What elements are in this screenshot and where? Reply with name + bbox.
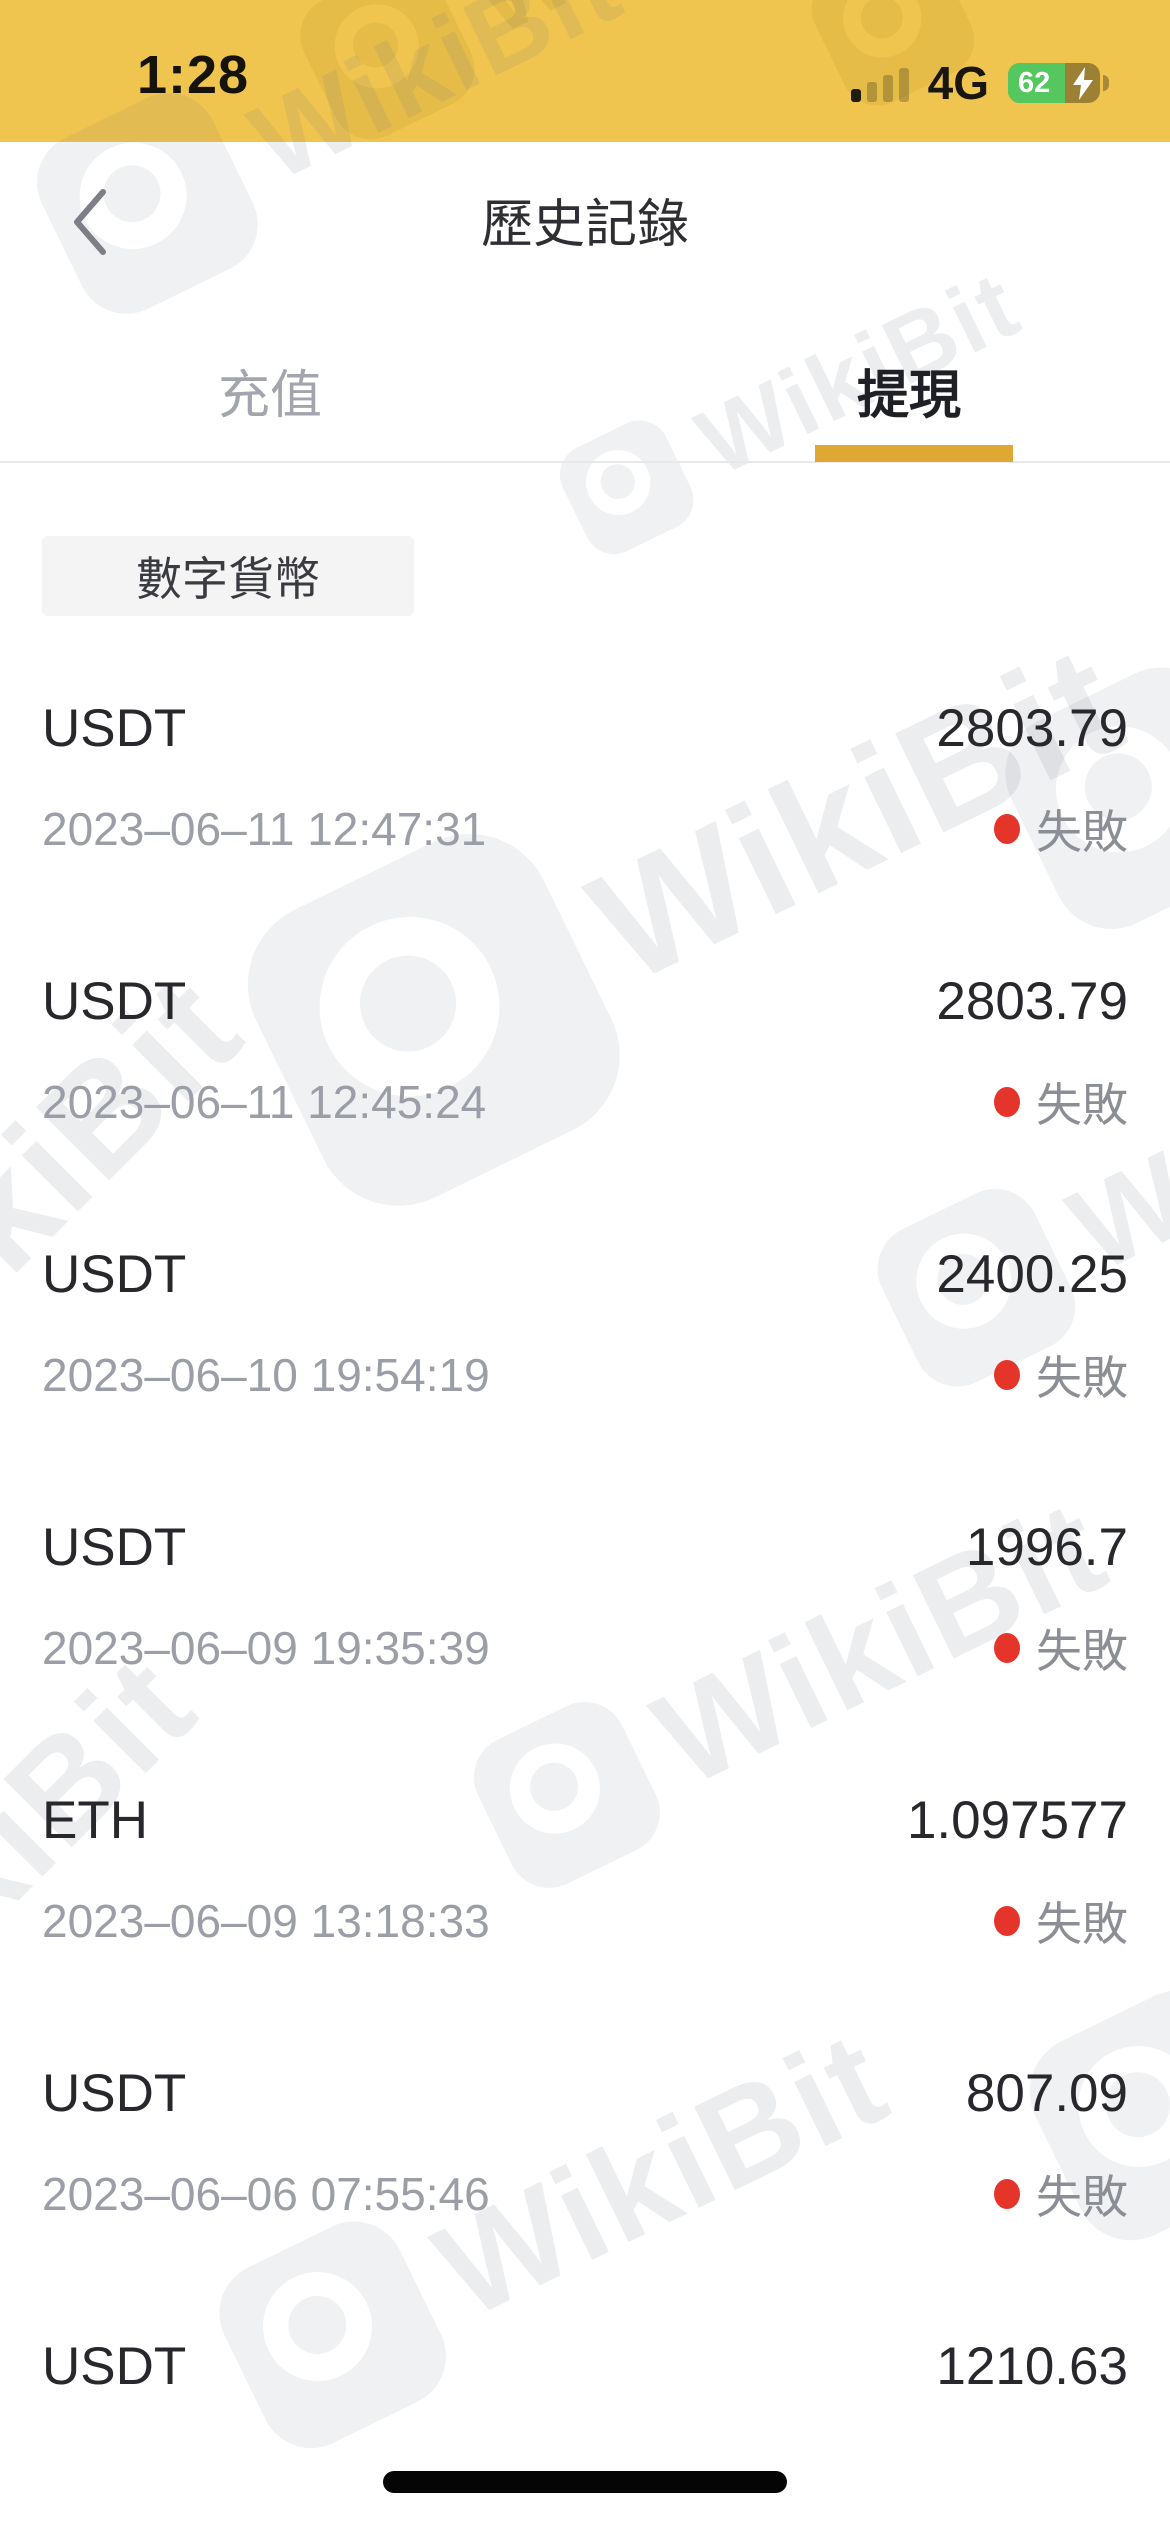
coin-label: USDT	[42, 2337, 187, 2396]
status-dot-icon	[994, 1633, 1020, 1663]
currency-filter-chip[interactable]: 數字貨幣	[42, 536, 414, 616]
status-label: 失敗	[1036, 2171, 1128, 2223]
currency-filter-label: 數字貨幣	[136, 553, 320, 605]
battery-cap	[1103, 75, 1109, 91]
amount-value: 2803.79	[936, 699, 1128, 758]
charging-bolt-icon	[1073, 67, 1093, 100]
status-dot-icon	[994, 2179, 1020, 2209]
coin-label: USDT	[42, 972, 187, 1031]
tab-deposit[interactable]: 充值	[218, 367, 323, 425]
status-label: 失敗	[1036, 806, 1128, 858]
amount-value: 807.09	[965, 2064, 1128, 2123]
active-tab-underline	[815, 445, 1013, 462]
datetime-label: 2023–06–11 12:45:24	[42, 1076, 487, 1128]
battery-fill	[1008, 63, 1066, 103]
status-dot-icon	[994, 1360, 1020, 1390]
tab-bar: 充值 提現	[0, 300, 1170, 463]
status-badge: 失敗	[994, 1615, 1128, 1681]
status-label: 失敗	[1036, 1898, 1128, 1950]
transaction-row[interactable]: USDT 2803.79 2023–06–11 12:47:31 失敗	[0, 690, 1170, 963]
coin-label: USDT	[42, 1245, 187, 1304]
status-dot-icon	[994, 1087, 1020, 1117]
coin-label: USDT	[42, 2064, 187, 2123]
status-bar-content: 1:28 4G 62	[0, 0, 1170, 142]
status-label: 失敗	[1036, 1625, 1128, 1677]
transaction-row[interactable]: USDT 2803.79 2023–06–11 12:45:24 失敗	[0, 963, 1170, 1236]
status-time: 1:28	[137, 45, 250, 105]
transaction-row[interactable]: USDT 2400.25 2023–06–10 19:54:19 失敗	[0, 1236, 1170, 1509]
datetime-label: 2023–06–10 19:54:19	[42, 1349, 490, 1401]
network-type-label: 4G	[927, 57, 989, 109]
status-badge: 失敗	[994, 796, 1128, 862]
nav-header: 歷史記錄	[0, 142, 1170, 300]
status-badge: 失敗	[994, 2161, 1128, 2227]
datetime-label: 2023–06–11 12:47:31	[42, 803, 487, 855]
transaction-row[interactable]: USDT 1210.63	[0, 2328, 1170, 2532]
amount-value: 1.097577	[906, 1791, 1128, 1850]
transaction-list: USDT 2803.79 2023–06–11 12:47:31 失敗 USDT…	[0, 690, 1170, 2532]
back-chevron-icon	[74, 189, 106, 255]
amount-value: 2400.25	[936, 1245, 1128, 1304]
home-indicator[interactable]	[383, 2471, 787, 2493]
amount-value: 1996.7	[965, 1518, 1128, 1577]
back-button[interactable]	[50, 172, 130, 272]
status-badge: 失敗	[994, 1342, 1128, 1408]
battery-percent: 62	[1018, 66, 1051, 99]
transaction-row[interactable]: USDT 1996.7 2023–06–09 19:35:39 失敗	[0, 1509, 1170, 1782]
tab-withdraw[interactable]: 提現	[857, 367, 962, 425]
datetime-label: 2023–06–09 13:18:33	[42, 1895, 490, 1947]
transaction-row[interactable]: ETH 1.097577 2023–06–09 13:18:33 失敗	[0, 1782, 1170, 2055]
status-label: 失敗	[1036, 1352, 1128, 1404]
datetime-label: 2023–06–06 07:55:46	[42, 2168, 490, 2220]
coin-label: USDT	[42, 1518, 187, 1577]
battery-icon: 62	[1008, 63, 1109, 103]
page-title: 歷史記錄	[480, 196, 689, 254]
coin-label: ETH	[42, 1791, 148, 1850]
status-label: 失敗	[1036, 1079, 1128, 1131]
transaction-row[interactable]: USDT 807.09 2023–06–06 07:55:46 失敗	[0, 2055, 1170, 2328]
amount-value: 2803.79	[936, 972, 1128, 1031]
status-badge: 失敗	[994, 1888, 1128, 1954]
datetime-label: 2023–06–09 19:35:39	[42, 1622, 490, 1674]
status-dot-icon	[994, 1906, 1020, 1936]
coin-label: USDT	[42, 699, 187, 758]
status-badge: 失敗	[994, 1069, 1128, 1135]
amount-value: 1210.63	[936, 2337, 1128, 2396]
cellular-signal-icon	[850, 62, 909, 105]
status-dot-icon	[994, 814, 1020, 844]
status-bar	[0, 0, 1170, 142]
